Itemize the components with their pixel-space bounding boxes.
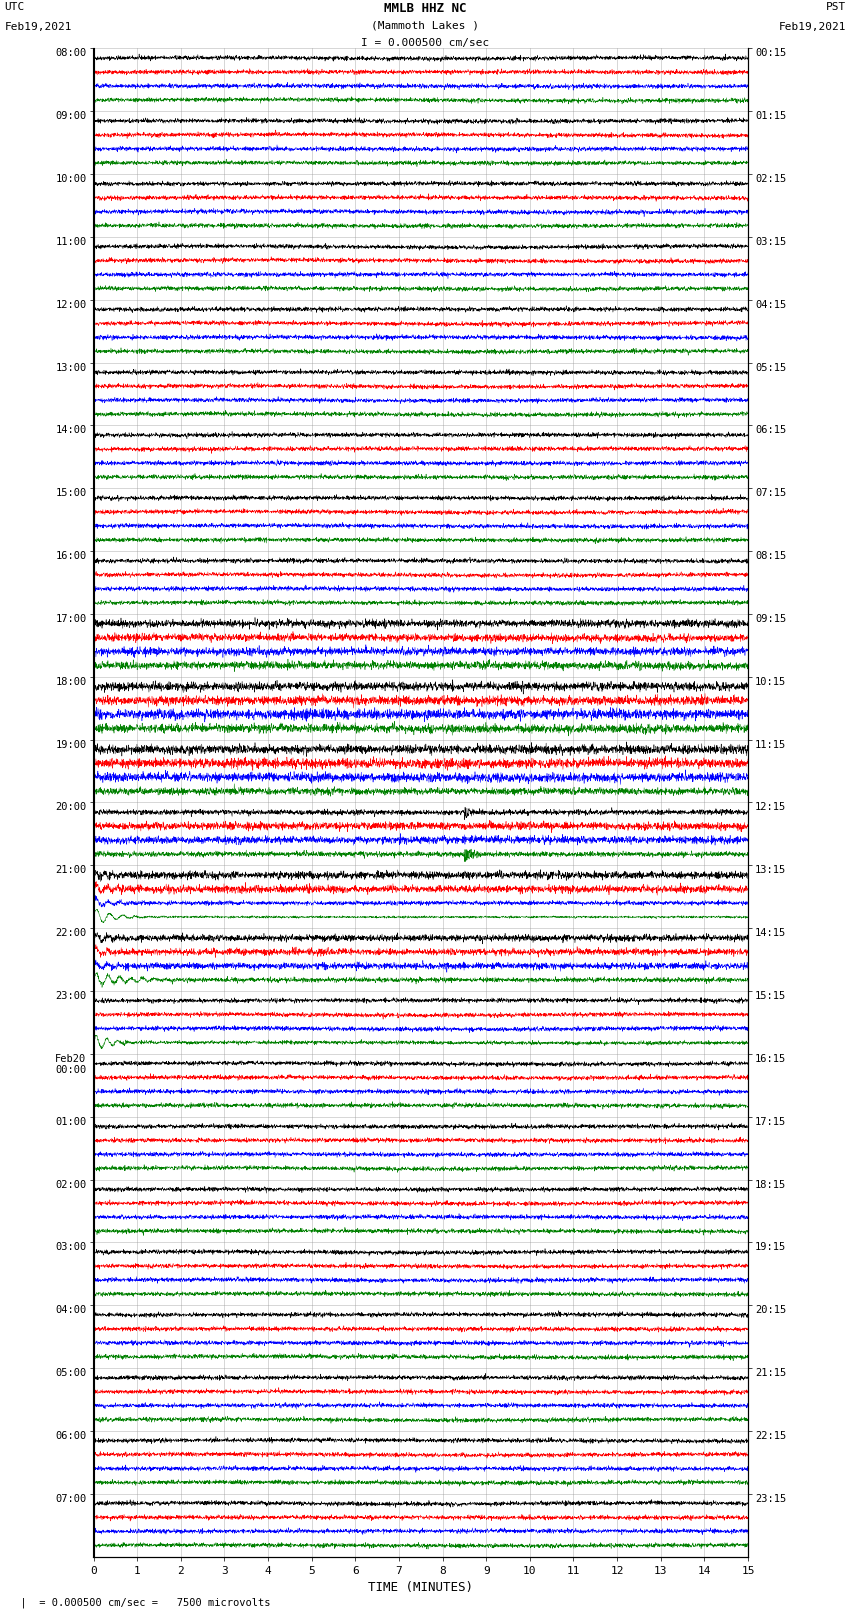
- Text: (Mammoth Lakes ): (Mammoth Lakes ): [371, 19, 479, 31]
- X-axis label: TIME (MINUTES): TIME (MINUTES): [368, 1581, 473, 1594]
- Text: PST: PST: [825, 3, 846, 13]
- Text: MMLB HHZ NC: MMLB HHZ NC: [383, 3, 467, 16]
- Text: UTC: UTC: [4, 3, 25, 13]
- Text: I = 0.000500 cm/sec: I = 0.000500 cm/sec: [361, 37, 489, 48]
- Text: |  = 0.000500 cm/sec =   7500 microvolts: | = 0.000500 cm/sec = 7500 microvolts: [8, 1597, 271, 1608]
- Text: Feb19,2021: Feb19,2021: [4, 23, 71, 32]
- Text: Feb19,2021: Feb19,2021: [779, 23, 846, 32]
